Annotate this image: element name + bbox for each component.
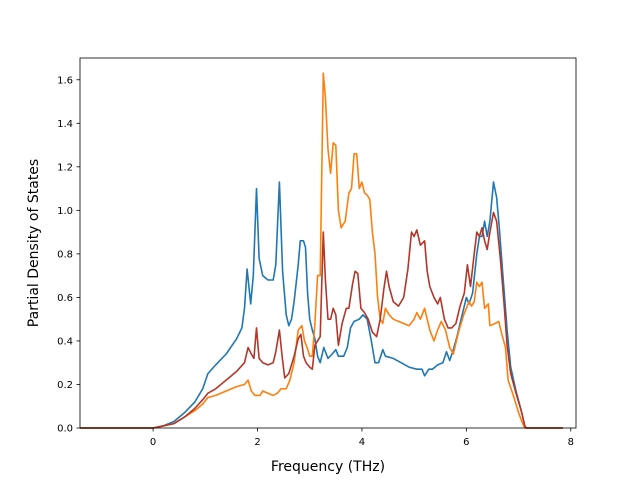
x-tick-label: 6: [463, 437, 469, 448]
y-axis-ticks: 0.0 0.2 0.4 0.6 0.8 1.0 1.2 1.4 1.6: [57, 75, 80, 435]
y-tick-label: 1.0: [57, 206, 73, 217]
y-tick-label: 1.4: [57, 119, 73, 130]
y-tick-label: 0.8: [57, 249, 73, 260]
y-tick-label: 1.6: [57, 75, 73, 86]
y-tick-label: 0.4: [57, 336, 73, 347]
x-axis-ticks: 0 2 4 6 8: [150, 428, 574, 448]
x-tick-label: 0: [150, 437, 156, 448]
y-tick-label: 0.2: [57, 380, 73, 391]
series-layer: [80, 72, 563, 429]
y-tick-label: 0.6: [57, 293, 73, 304]
y-tick-label: 0.0: [57, 424, 73, 435]
x-axis-label: Frequency (THz): [271, 459, 385, 475]
y-tick-label: 1.2: [57, 162, 73, 173]
x-tick-label: 2: [254, 437, 260, 448]
series-line-3: [80, 211, 563, 429]
plot-area: [80, 58, 576, 428]
series-line-2: [80, 72, 563, 429]
y-axis-label: Partial Density of States: [26, 159, 42, 327]
x-tick-label: 8: [568, 437, 574, 448]
plot-frame: [79, 57, 577, 429]
x-tick-label: 4: [359, 437, 365, 448]
